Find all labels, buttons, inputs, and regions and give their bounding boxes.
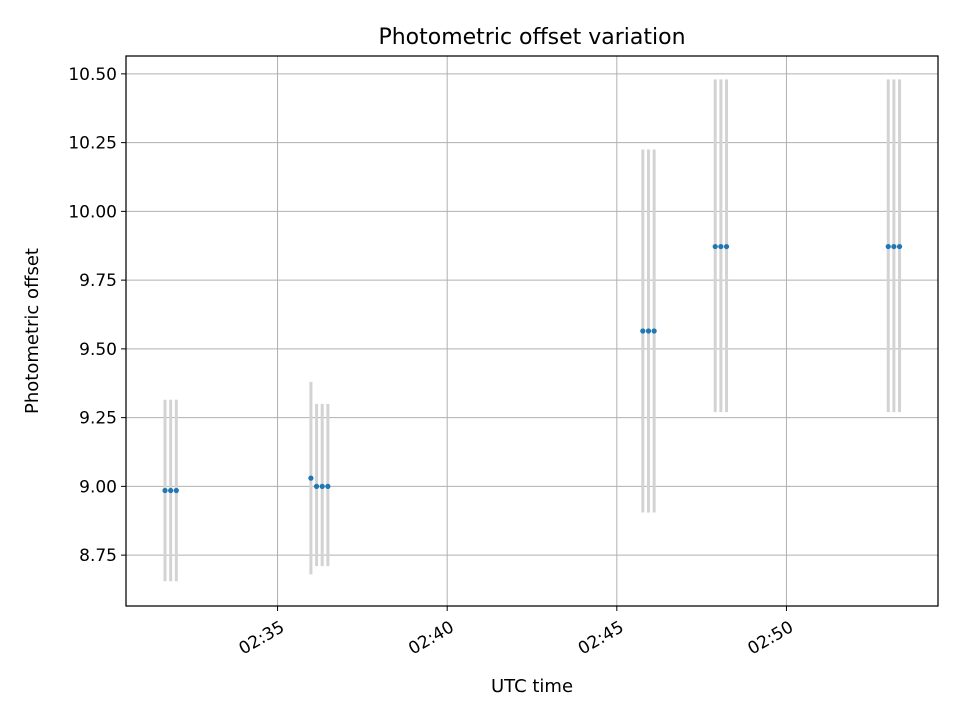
y-tick-label: 9.50 <box>79 340 117 360</box>
data-point <box>319 483 325 489</box>
y-tick-label: 9.25 <box>79 409 117 429</box>
y-tick-label: 9.75 <box>79 271 117 291</box>
chart-title: Photometric offset variation <box>378 25 685 50</box>
y-tick-label: 10.25 <box>68 134 117 154</box>
plot-frame <box>125 55 939 607</box>
data-point <box>162 487 168 494</box>
y-tick-label: 9.00 <box>79 477 117 497</box>
data-point <box>308 475 314 481</box>
data-point <box>896 243 903 250</box>
data-point <box>313 483 320 489</box>
grid-lines <box>126 56 938 606</box>
data-point <box>640 328 646 334</box>
data-point <box>645 328 652 334</box>
y-tick-label: 10.50 <box>68 65 117 85</box>
data-point <box>325 483 331 489</box>
data-point <box>712 243 718 250</box>
data-points <box>162 243 903 494</box>
y-tick-label: 8.75 <box>79 546 117 566</box>
x-axis-label: UTC time <box>491 676 573 697</box>
data-point <box>173 487 179 494</box>
data-point <box>891 243 897 250</box>
y-axis-label: Photometric offset <box>22 248 43 414</box>
data-point <box>168 487 174 494</box>
data-point <box>885 243 891 250</box>
data-point <box>651 328 657 334</box>
y-tick-label: 10.00 <box>68 202 117 222</box>
data-point <box>723 243 730 250</box>
data-point <box>718 243 724 250</box>
